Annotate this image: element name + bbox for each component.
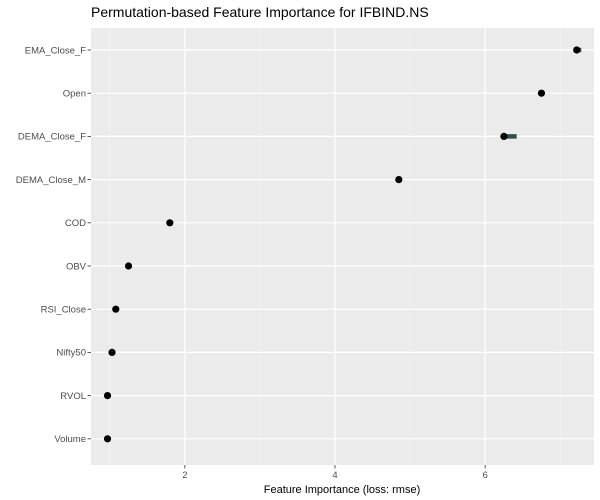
x-tick-label: 6: [482, 470, 487, 481]
importance-points: [103, 46, 581, 443]
chart-title: Permutation-based Feature Importance for…: [91, 4, 429, 20]
point-COD: [166, 219, 174, 227]
point-RSI_Close: [112, 305, 120, 313]
y-tick-label: RSI_Close: [41, 305, 86, 316]
point-RVOL: [103, 392, 112, 400]
point-Nifty50: [108, 348, 116, 356]
point-DEMA_Close_M: [395, 176, 403, 184]
y-tick-label: Volume: [54, 434, 86, 445]
point-Open: [537, 89, 546, 97]
x-axis-ticks: 2 4 6: [182, 465, 488, 481]
point-EMA_Close_F: [573, 46, 581, 54]
point-Volume: [103, 435, 112, 443]
y-tick-label: DEMA_Close_M: [16, 175, 86, 186]
plot-panel: [91, 28, 594, 465]
y-axis-ticks: EMA_Close_F Open DEMA_Close_F DEMA_Close_M C…: [16, 45, 91, 445]
x-tick-label: 2: [182, 470, 187, 481]
y-tick-label: DEMA_Close_F: [18, 132, 86, 143]
x-tick-label: 4: [332, 470, 337, 481]
x-axis-title: Feature Importance (loss: rmse): [264, 484, 421, 496]
y-tick-label: RVOL: [60, 391, 86, 402]
point-OBV: [124, 262, 133, 270]
point-DEMA_Close_F: [500, 132, 508, 140]
y-tick-label: Open: [63, 89, 86, 100]
y-tick-label: OBV: [66, 261, 87, 272]
y-tick-label: COD: [65, 218, 86, 229]
y-tick-label: Nifty50: [56, 348, 86, 359]
y-tick-label: EMA_Close_F: [25, 45, 86, 56]
